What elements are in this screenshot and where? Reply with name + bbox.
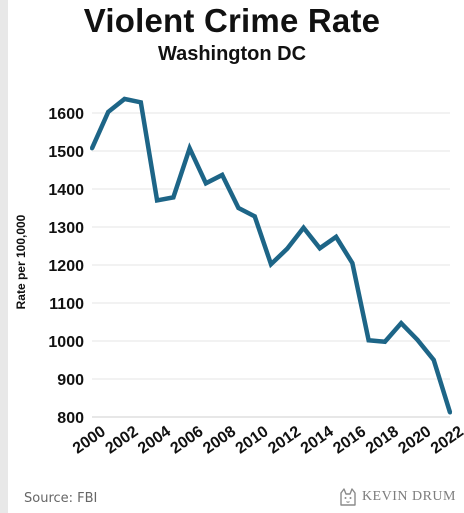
data-point (252, 214, 257, 219)
data-point (285, 246, 290, 251)
x-tick-label: 2018 (363, 423, 402, 457)
branding-text: KEVIN DRUM (361, 489, 456, 504)
data-point (334, 234, 339, 239)
data-point (138, 100, 143, 105)
series-layer (89, 96, 453, 415)
x-tick-label: 2002 (103, 423, 142, 457)
data-point (122, 96, 127, 101)
data-point (220, 172, 225, 177)
y-tick-label: 1600 (48, 106, 84, 123)
data-point (269, 262, 273, 267)
y-tick-label: 800 (57, 410, 84, 427)
gridlines (92, 112, 450, 418)
y-tick-label: 1100 (49, 296, 84, 313)
y-tick-label: 1200 (48, 258, 84, 275)
chart-title: Violent Crime Rate (83, 2, 381, 39)
data-point (90, 146, 94, 151)
x-tick-label: 2008 (200, 423, 239, 457)
y-tick-labels: 800 900 1000 1100 1200 1300 1400 1500 1600 (48, 106, 84, 427)
data-point (236, 206, 241, 210)
x-tick-label: 2016 (330, 423, 369, 457)
x-tick-label: 2022 (428, 423, 464, 457)
data-point (366, 338, 371, 343)
data-point (448, 410, 452, 415)
chart-subtitle: Washington DC (157, 43, 307, 65)
data-point (106, 109, 111, 114)
cat-head-icon (340, 488, 356, 506)
x-tick-label: 2020 (395, 423, 434, 457)
data-point (203, 181, 208, 186)
data-point (415, 337, 420, 342)
x-tick-labels: 2000200220042006200820102012201420162018… (70, 423, 464, 457)
branding: KEVIN DRUM (338, 487, 456, 507)
y-tick-label: 900 (57, 372, 84, 389)
y-tick-label: 1400 (48, 182, 84, 199)
y-tick-label: 1300 (48, 220, 84, 237)
data-point (187, 146, 192, 151)
data-point (155, 198, 160, 203)
x-tick-label: 2010 (233, 423, 272, 457)
data-point (171, 195, 176, 200)
y-tick-label: 1000 (48, 334, 84, 351)
data-point (382, 339, 387, 344)
x-tick-label: 2000 (70, 423, 109, 457)
series-line (89, 96, 453, 414)
data-point (399, 321, 404, 326)
x-tick-label: 2012 (265, 423, 304, 457)
y-tick-label: 1500 (48, 144, 84, 161)
x-tick-label: 2014 (298, 423, 337, 457)
x-tick-label: 2006 (168, 423, 207, 457)
data-point (301, 225, 306, 230)
data-point (431, 358, 436, 362)
data-point (317, 246, 322, 251)
source-note: Source: FBI (24, 491, 98, 506)
data-point (350, 261, 355, 266)
left-edge-strip (0, 0, 8, 513)
x-tick-label: 2004 (135, 423, 174, 457)
